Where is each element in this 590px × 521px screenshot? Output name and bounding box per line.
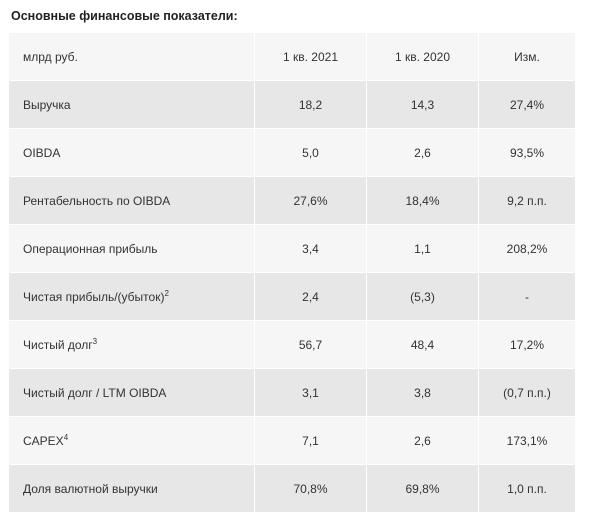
table-row: Выручка 18,2 14,3 27,4% (9, 80, 575, 129)
header-cell: 1 кв. 2020 (366, 33, 479, 81)
footnote-mark: 3 (92, 337, 98, 346)
value-cell: 17,2% (478, 320, 575, 369)
value-cell: 3,1 (254, 368, 367, 417)
value-cell: - (478, 272, 575, 321)
value-cell: 1,0 п.п. (478, 464, 575, 513)
row-label: Рентабельность по OIBDA (9, 176, 255, 225)
value-cell: 27,6% (254, 176, 367, 225)
value-cell: 27,4% (478, 80, 575, 129)
value-cell: 93,5% (478, 128, 575, 177)
financial-table: млрд руб. 1 кв. 2021 1 кв. 2020 Изм. Выручка… (9, 33, 575, 513)
row-label: Чистая прибыль/(убыток)2 (9, 272, 255, 321)
value-cell: 3,8 (366, 368, 479, 417)
table-row: Операционная прибыль 3,4 1,1 208,2% (9, 224, 575, 273)
label-text: Рентабельность по OIBDA (23, 193, 171, 208)
value-cell: 173,1% (478, 416, 575, 465)
value-cell: 69,8% (366, 464, 479, 513)
table-row: Чистый долг / LTM OIBDA 3,1 3,8 (0,7 п.п.) (9, 368, 575, 417)
label-text: CAPEX (23, 434, 64, 448)
value-cell: 3,4 (254, 224, 367, 273)
footnote-mark: 4 (63, 433, 69, 442)
header-cell: 1 кв. 2021 (254, 33, 367, 81)
value-cell: 9,2 п.п. (478, 176, 575, 225)
footnote-mark: 2 (164, 289, 169, 298)
value-cell: 14,3 (366, 80, 479, 129)
title: Основные финансовые показатели: (11, 9, 238, 23)
header-cell: млрд руб. (9, 33, 255, 81)
row-label: Чистый долг3 (9, 320, 255, 369)
label-text: Операционная прибыль (23, 241, 158, 256)
value-cell: (0,7 п.п.) (478, 368, 575, 417)
row-label: Доля валютной выручки (9, 464, 255, 513)
header-row: млрд руб. 1 кв. 2021 1 кв. 2020 Изм. (9, 33, 575, 81)
row-label: Выручка (9, 80, 255, 129)
table-row: CAPEX4 7,1 2,6 173,1% (9, 416, 575, 465)
value-cell: 5,0 (254, 128, 367, 177)
table-row: Чистая прибыль/(убыток)2 2,4 (5,3) - (9, 272, 575, 321)
label-text: Выручка (23, 97, 71, 112)
value-cell: 2,4 (254, 272, 367, 321)
header-cell: Изм. (478, 33, 575, 81)
row-label: Операционная прибыль (9, 224, 255, 273)
value-cell: 18,4% (366, 176, 479, 225)
value-cell: (5,3) (366, 272, 479, 321)
label-text: Чистый долг / LTM OIBDA (23, 385, 167, 400)
row-label: Чистый долг / LTM OIBDA (9, 368, 255, 417)
value-cell: 1,1 (366, 224, 479, 273)
value-cell: 2,6 (366, 128, 479, 177)
value-cell: 208,2% (478, 224, 575, 273)
value-cell: 7,1 (254, 416, 367, 465)
table-row: Доля валютной выручки 70,8% 69,8% 1,0 п.п. (9, 464, 575, 513)
value-cell: 56,7 (254, 320, 367, 369)
value-cell: 48,4 (366, 320, 479, 369)
label-text: Чистый долг (23, 338, 93, 352)
row-label: CAPEX4 (9, 416, 255, 465)
value-cell: 18,2 (254, 80, 367, 129)
table-row: OIBDA 5,0 2,6 93,5% (9, 128, 575, 177)
label-text: OIBDA (23, 145, 61, 160)
row-label: OIBDA (9, 128, 255, 177)
value-cell: 70,8% (254, 464, 367, 513)
value-cell: 2,6 (366, 416, 479, 465)
table-row: Рентабельность по OIBDA 27,6% 18,4% 9,2 п.п… (9, 176, 575, 225)
label-text: Доля валютной выручки (23, 481, 158, 496)
table-row: Чистый долг3 56,7 48,4 17,2% (9, 320, 575, 369)
label-text: Чистая прибыль/(убыток) (23, 290, 165, 304)
